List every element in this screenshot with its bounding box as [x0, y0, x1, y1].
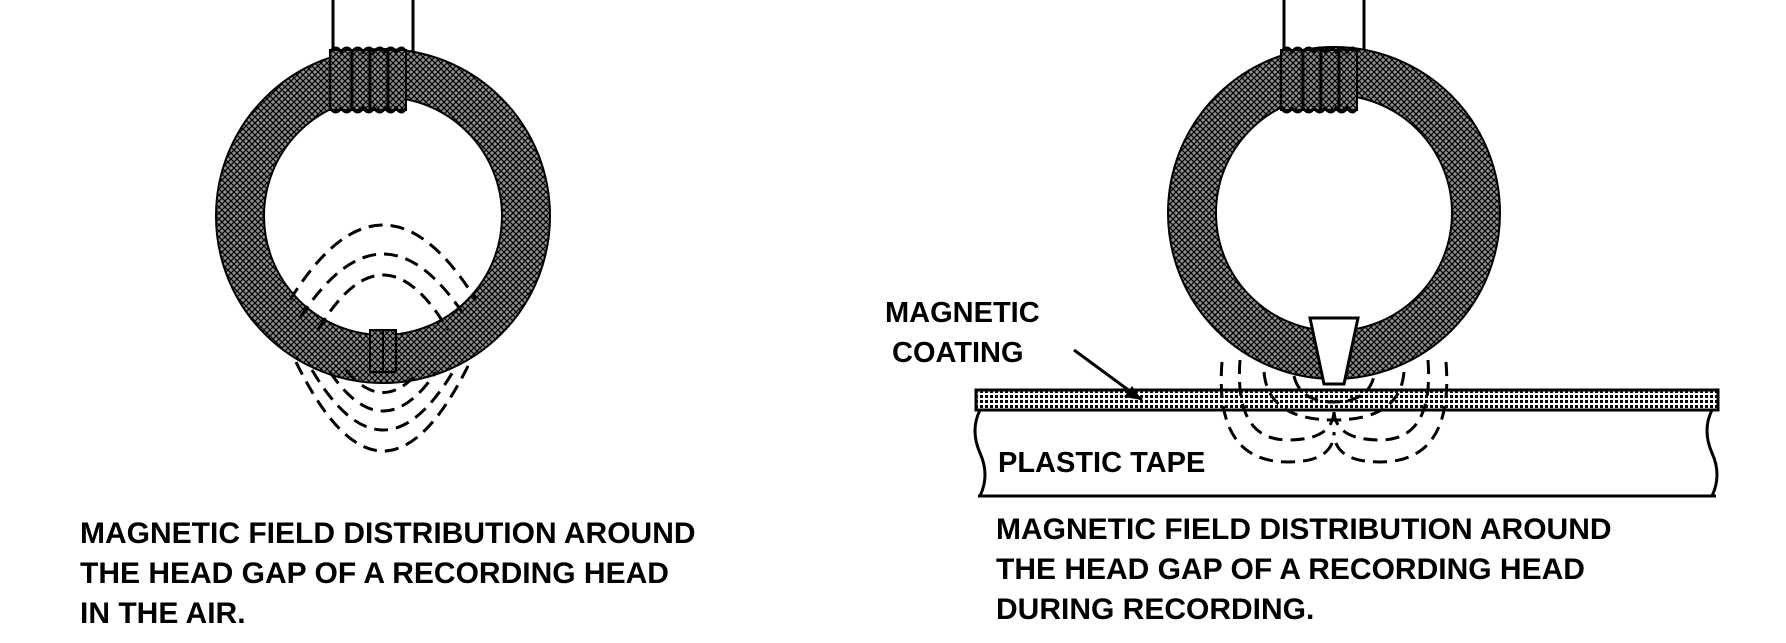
- coating-label-line-1: MAGNETIC: [885, 297, 1040, 329]
- left-caption-line-3: IN THE AIR.: [80, 597, 246, 630]
- coating-pointer-arrow: [1073, 348, 1143, 402]
- core-ring: [215, 48, 551, 384]
- right-caption-line-1: MAGNETIC FIELD DISTRIBUTION AROUND: [996, 513, 1612, 546]
- right-caption-line-3: DURING RECORDING.: [996, 593, 1315, 626]
- right-caption-line-2: THE HEAD GAP OF A RECORDING HEAD: [996, 553, 1585, 586]
- coating-label-line-2: COATING: [892, 337, 1024, 369]
- magnetic-coating: [974, 388, 1720, 412]
- field-lines: [1219, 359, 1449, 464]
- field-lines: [288, 223, 478, 453]
- left-caption-line-2: THE HEAD GAP OF A RECORDING HEAD: [80, 557, 669, 590]
- head-recording: [973, 0, 1720, 498]
- tape-label: PLASTIC TAPE: [998, 447, 1206, 479]
- head-gap: [369, 329, 397, 373]
- head-gap: [1308, 316, 1360, 386]
- left-caption-line-1: MAGNETIC FIELD DISTRIBUTION AROUND: [80, 517, 696, 550]
- coil-winding: [328, 46, 408, 114]
- coil-winding: [1279, 46, 1359, 114]
- plastic-tape: [973, 409, 1719, 498]
- head-in-air: [215, 0, 551, 453]
- core-ring: [1167, 46, 1501, 380]
